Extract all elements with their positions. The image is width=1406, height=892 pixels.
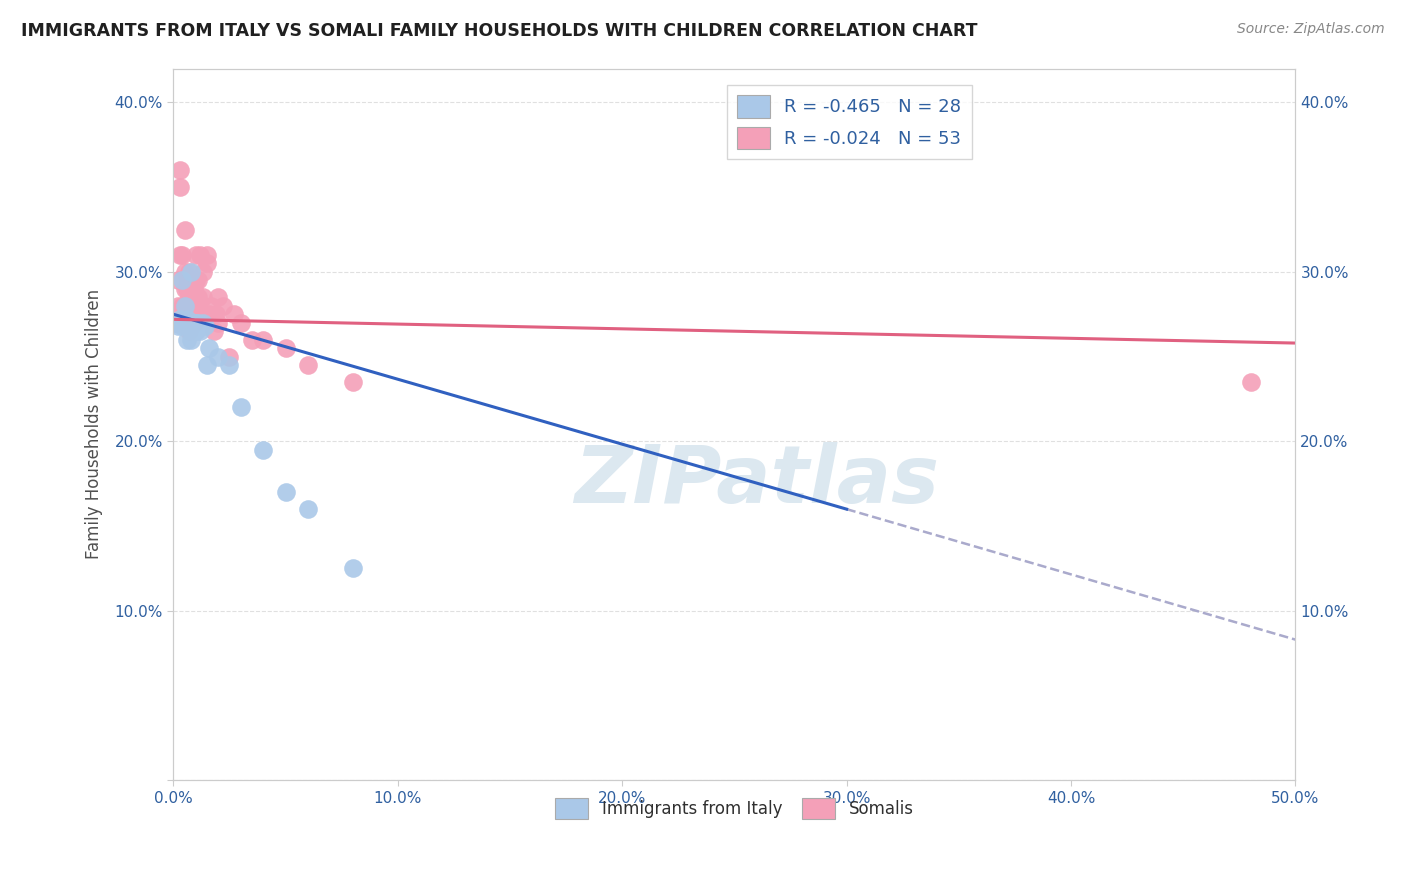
Point — [200, 299, 222, 313]
Point — [188, 324, 211, 338]
Point — [297, 502, 319, 516]
Point — [184, 299, 207, 313]
Point — [218, 350, 240, 364]
Point — [180, 333, 202, 347]
Point — [205, 307, 228, 321]
Point — [177, 265, 200, 279]
Point — [165, 316, 187, 330]
Point — [172, 316, 194, 330]
Point — [252, 442, 274, 457]
Point — [194, 319, 217, 334]
Point — [173, 222, 195, 236]
Point — [166, 273, 188, 287]
Point — [169, 180, 191, 194]
Point — [274, 485, 297, 500]
Point — [180, 307, 202, 321]
Point — [184, 324, 207, 338]
Legend: Immigrants from Italy, Somalis: Immigrants from Italy, Somalis — [548, 792, 921, 825]
Point — [184, 273, 207, 287]
Point — [172, 273, 194, 287]
Text: ZIPatlas: ZIPatlas — [574, 442, 939, 520]
Point — [165, 307, 187, 321]
Point — [191, 290, 214, 304]
Point — [187, 290, 209, 304]
Point — [180, 273, 202, 287]
Point — [173, 282, 195, 296]
Point — [169, 312, 191, 326]
Point — [177, 324, 200, 338]
Point — [207, 350, 229, 364]
Point — [1239, 375, 1261, 389]
Point — [202, 324, 225, 338]
Point — [188, 248, 211, 262]
Point — [173, 265, 195, 279]
Point — [166, 299, 188, 313]
Point — [173, 316, 195, 330]
Point — [169, 163, 191, 178]
Point — [195, 256, 218, 270]
Point — [229, 316, 252, 330]
Point — [176, 312, 198, 326]
Point — [218, 358, 240, 372]
Point — [194, 307, 217, 321]
Point — [198, 307, 221, 321]
Point — [180, 290, 202, 304]
Y-axis label: Family Households with Children: Family Households with Children — [86, 289, 103, 559]
Text: Source: ZipAtlas.com: Source: ZipAtlas.com — [1237, 22, 1385, 37]
Point — [173, 299, 195, 313]
Point — [297, 358, 319, 372]
Point — [187, 273, 209, 287]
Point — [222, 307, 245, 321]
Point — [240, 333, 263, 347]
Point — [274, 341, 297, 355]
Point — [183, 282, 205, 296]
Point — [207, 290, 229, 304]
Point — [342, 561, 364, 575]
Point — [184, 248, 207, 262]
Point — [165, 316, 187, 330]
Point — [176, 282, 198, 296]
Point — [177, 316, 200, 330]
Point — [183, 316, 205, 330]
Point — [211, 299, 233, 313]
Point — [187, 316, 209, 330]
Point — [173, 307, 195, 321]
Point — [198, 341, 221, 355]
Point — [229, 401, 252, 415]
Point — [172, 248, 194, 262]
Point — [177, 290, 200, 304]
Point — [172, 299, 194, 313]
Point — [191, 265, 214, 279]
Point — [176, 333, 198, 347]
Point — [191, 316, 214, 330]
Point — [195, 248, 218, 262]
Point — [169, 248, 191, 262]
Point — [166, 319, 188, 334]
Point — [176, 273, 198, 287]
Point — [176, 299, 198, 313]
Point — [184, 316, 207, 330]
Point — [207, 316, 229, 330]
Point — [342, 375, 364, 389]
Point — [195, 358, 218, 372]
Text: IMMIGRANTS FROM ITALY VS SOMALI FAMILY HOUSEHOLDS WITH CHILDREN CORRELATION CHAR: IMMIGRANTS FROM ITALY VS SOMALI FAMILY H… — [21, 22, 977, 40]
Point — [188, 307, 211, 321]
Point — [183, 316, 205, 330]
Point — [252, 333, 274, 347]
Point — [172, 319, 194, 334]
Point — [180, 265, 202, 279]
